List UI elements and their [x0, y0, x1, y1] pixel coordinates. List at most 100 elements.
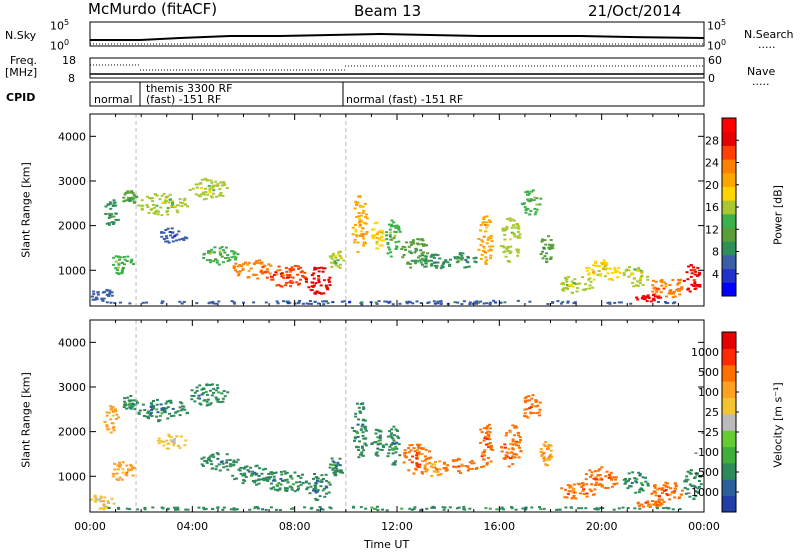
power-colorbar-tick-label: 20 — [705, 179, 719, 192]
velocity-echo-cell — [99, 495, 103, 498]
velocity-echo-cell — [678, 508, 682, 510]
velocity-echo-cell — [269, 506, 273, 509]
power-echo-region — [137, 192, 190, 217]
power-echo-cell — [632, 285, 636, 288]
power-echo-cell — [375, 247, 379, 250]
power-echo-cell — [693, 282, 697, 285]
velocity-echo-cell — [644, 480, 648, 483]
power-echo-cell — [532, 199, 536, 202]
power-echo-cell — [207, 251, 210, 254]
velocity-echo-cell — [646, 484, 650, 487]
power-echo-cell — [433, 253, 437, 256]
velocity-echo-cell — [514, 425, 518, 428]
velocity-echo-cell — [228, 463, 232, 466]
velocity-echo-cell — [485, 462, 489, 464]
power-echo-cell — [171, 200, 175, 203]
power-echo-cell — [687, 287, 691, 290]
power-echo-cell — [364, 222, 368, 225]
freq-left-tick-bottom: 8 — [68, 72, 75, 85]
velocity-echo-cell — [356, 435, 360, 438]
velocity-echo-cell — [584, 473, 588, 476]
power-echo-cell — [232, 252, 236, 255]
velocity-echo-cell — [613, 483, 616, 486]
power-echo-cell — [505, 225, 509, 228]
velocity-echo-cell — [209, 402, 213, 405]
velocity-echo-cell — [417, 451, 421, 454]
velocity-echo-cell — [105, 425, 109, 428]
power-colorbar-segment — [722, 159, 736, 174]
velocity-echo-cell — [505, 451, 509, 454]
velocity-echo-cell — [235, 477, 238, 480]
power-echo-cell — [361, 227, 365, 230]
power-echo-cell — [307, 286, 311, 289]
power-echo-cell — [482, 235, 486, 238]
power-echo-cell — [453, 301, 457, 304]
velocity-echo-cell — [375, 451, 379, 454]
power-echo-cell — [652, 279, 655, 282]
velocity-echo-cell — [327, 491, 331, 494]
power-echo-cell — [689, 275, 693, 278]
velocity-echo-cell — [221, 508, 225, 511]
velocity-echo-cell — [215, 465, 219, 468]
power-echo-cell — [357, 215, 361, 218]
power-echo-cell — [464, 258, 468, 261]
power-echo-cell — [175, 204, 179, 207]
velocity-echo-cell — [673, 496, 677, 499]
velocity-echo-cell — [364, 429, 368, 432]
power-echo-cell — [208, 259, 212, 261]
power-echo-cell — [218, 188, 222, 190]
power-echo-cell — [415, 300, 419, 303]
power-echo-cell — [196, 183, 200, 186]
power-echo-cell — [204, 177, 208, 180]
power-echo-cell — [490, 240, 494, 243]
power-echo-cell — [474, 261, 478, 264]
power-echo-cell — [401, 245, 405, 248]
power-echo-cell — [398, 230, 402, 233]
noise-right-tick-top: 105 — [707, 18, 727, 33]
power-echo-cell — [312, 272, 316, 275]
velocity-echo-cell — [654, 500, 658, 503]
velocity-echo-cell — [338, 471, 342, 474]
velocity-echo-cell — [590, 471, 594, 474]
velocity-echo-cell — [641, 483, 645, 486]
power-echo-region — [400, 238, 433, 269]
power-echo-cell — [230, 300, 234, 303]
power-colorbar-tick-label: 28 — [705, 134, 719, 147]
power-echo-cell — [173, 234, 177, 237]
velocity-echo-cell — [193, 391, 197, 394]
power-echo-cell — [523, 206, 527, 209]
power-echo-cell — [317, 267, 321, 270]
power-echo-cell — [609, 277, 613, 280]
power-echo-cell — [178, 300, 182, 303]
power-echo-region — [385, 219, 402, 258]
velocity-echo-cell — [114, 418, 118, 420]
power-echo-cell — [402, 254, 406, 256]
power-echo-cell — [566, 288, 570, 290]
velocity-echo-cell — [316, 477, 320, 480]
power-echo-cell — [664, 282, 668, 285]
power-echo-cell — [528, 200, 532, 203]
velocity-echo-cell — [391, 437, 395, 440]
velocity-echo-cell — [452, 465, 456, 468]
velocity-echo-cell — [531, 412, 535, 414]
velocity-echo-cell — [546, 456, 550, 459]
power-echo-cell — [237, 274, 241, 277]
power-echo-cell — [488, 219, 491, 222]
power-echo-cell — [548, 243, 551, 246]
power-echo-cell — [585, 266, 589, 269]
velocity-echo-cell — [523, 415, 526, 418]
velocity-echo-cell — [686, 470, 690, 473]
velocity-echo-cell — [304, 481, 308, 484]
velocity-echo-region — [683, 469, 703, 501]
power-echo-cell — [394, 227, 398, 230]
power-echo-cell — [594, 260, 598, 263]
velocity-echo-cell — [309, 485, 313, 488]
power-echo-cell — [570, 284, 574, 287]
velocity-echo-cell — [180, 402, 184, 405]
velocity-echo-cell — [143, 508, 147, 511]
velocity-echo-cell — [220, 392, 224, 395]
velocity-echo-cell — [152, 407, 156, 410]
velocity-echo-cell — [190, 389, 194, 392]
power-echo-cell — [117, 263, 121, 266]
velocity-echo-cell — [193, 400, 197, 403]
